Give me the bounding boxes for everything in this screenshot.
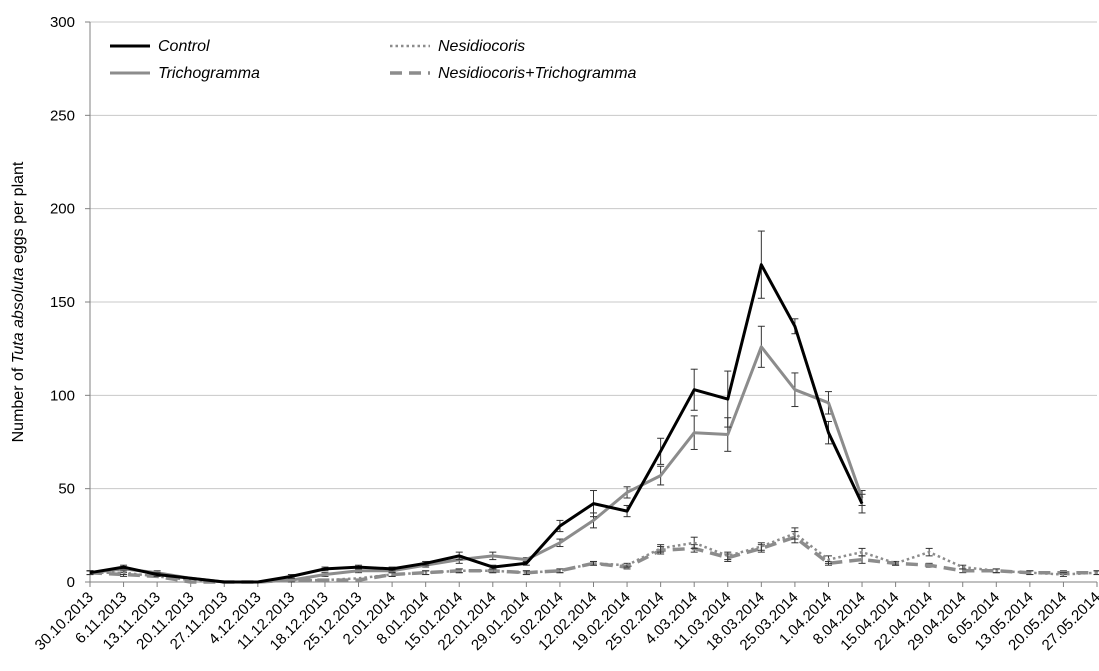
series-line bbox=[89, 535, 1097, 584]
series-line bbox=[90, 532, 1098, 584]
y-axis: 0 50 100 150 200 250 300 bbox=[50, 14, 91, 591]
y-tick-label: 150 bbox=[50, 294, 75, 311]
y-axis-title: Number of Tuta absoluta eggs per plant bbox=[10, 161, 27, 442]
series-line bbox=[89, 345, 864, 584]
series-line bbox=[89, 263, 864, 584]
y-tick-label: 200 bbox=[50, 201, 75, 218]
series-3 bbox=[86, 531, 1099, 584]
series-1 bbox=[86, 325, 866, 584]
y-tick-label: 250 bbox=[50, 107, 75, 124]
y-tick-label: 0 bbox=[67, 574, 75, 591]
legend-label: Nesidiocoris+Trichogramma bbox=[438, 65, 637, 82]
legend-label: Control bbox=[158, 38, 210, 55]
y-tick-label: 300 bbox=[50, 14, 75, 31]
legend: Control Trichogramma Nesidiocoris Nesidioco… bbox=[110, 38, 637, 82]
y-tick-label: 50 bbox=[58, 481, 75, 498]
legend-label: Nesidiocoris bbox=[438, 38, 525, 55]
gridlines bbox=[90, 21, 1097, 490]
x-axis: 30.10.20136.11.201313.11.201320.11.20132… bbox=[32, 581, 1099, 654]
series-2 bbox=[86, 527, 1099, 584]
y-tick-label: 100 bbox=[50, 387, 75, 404]
series-0 bbox=[86, 230, 866, 584]
series-layer bbox=[86, 230, 1099, 584]
legend-label: Trichogramma bbox=[158, 65, 260, 82]
